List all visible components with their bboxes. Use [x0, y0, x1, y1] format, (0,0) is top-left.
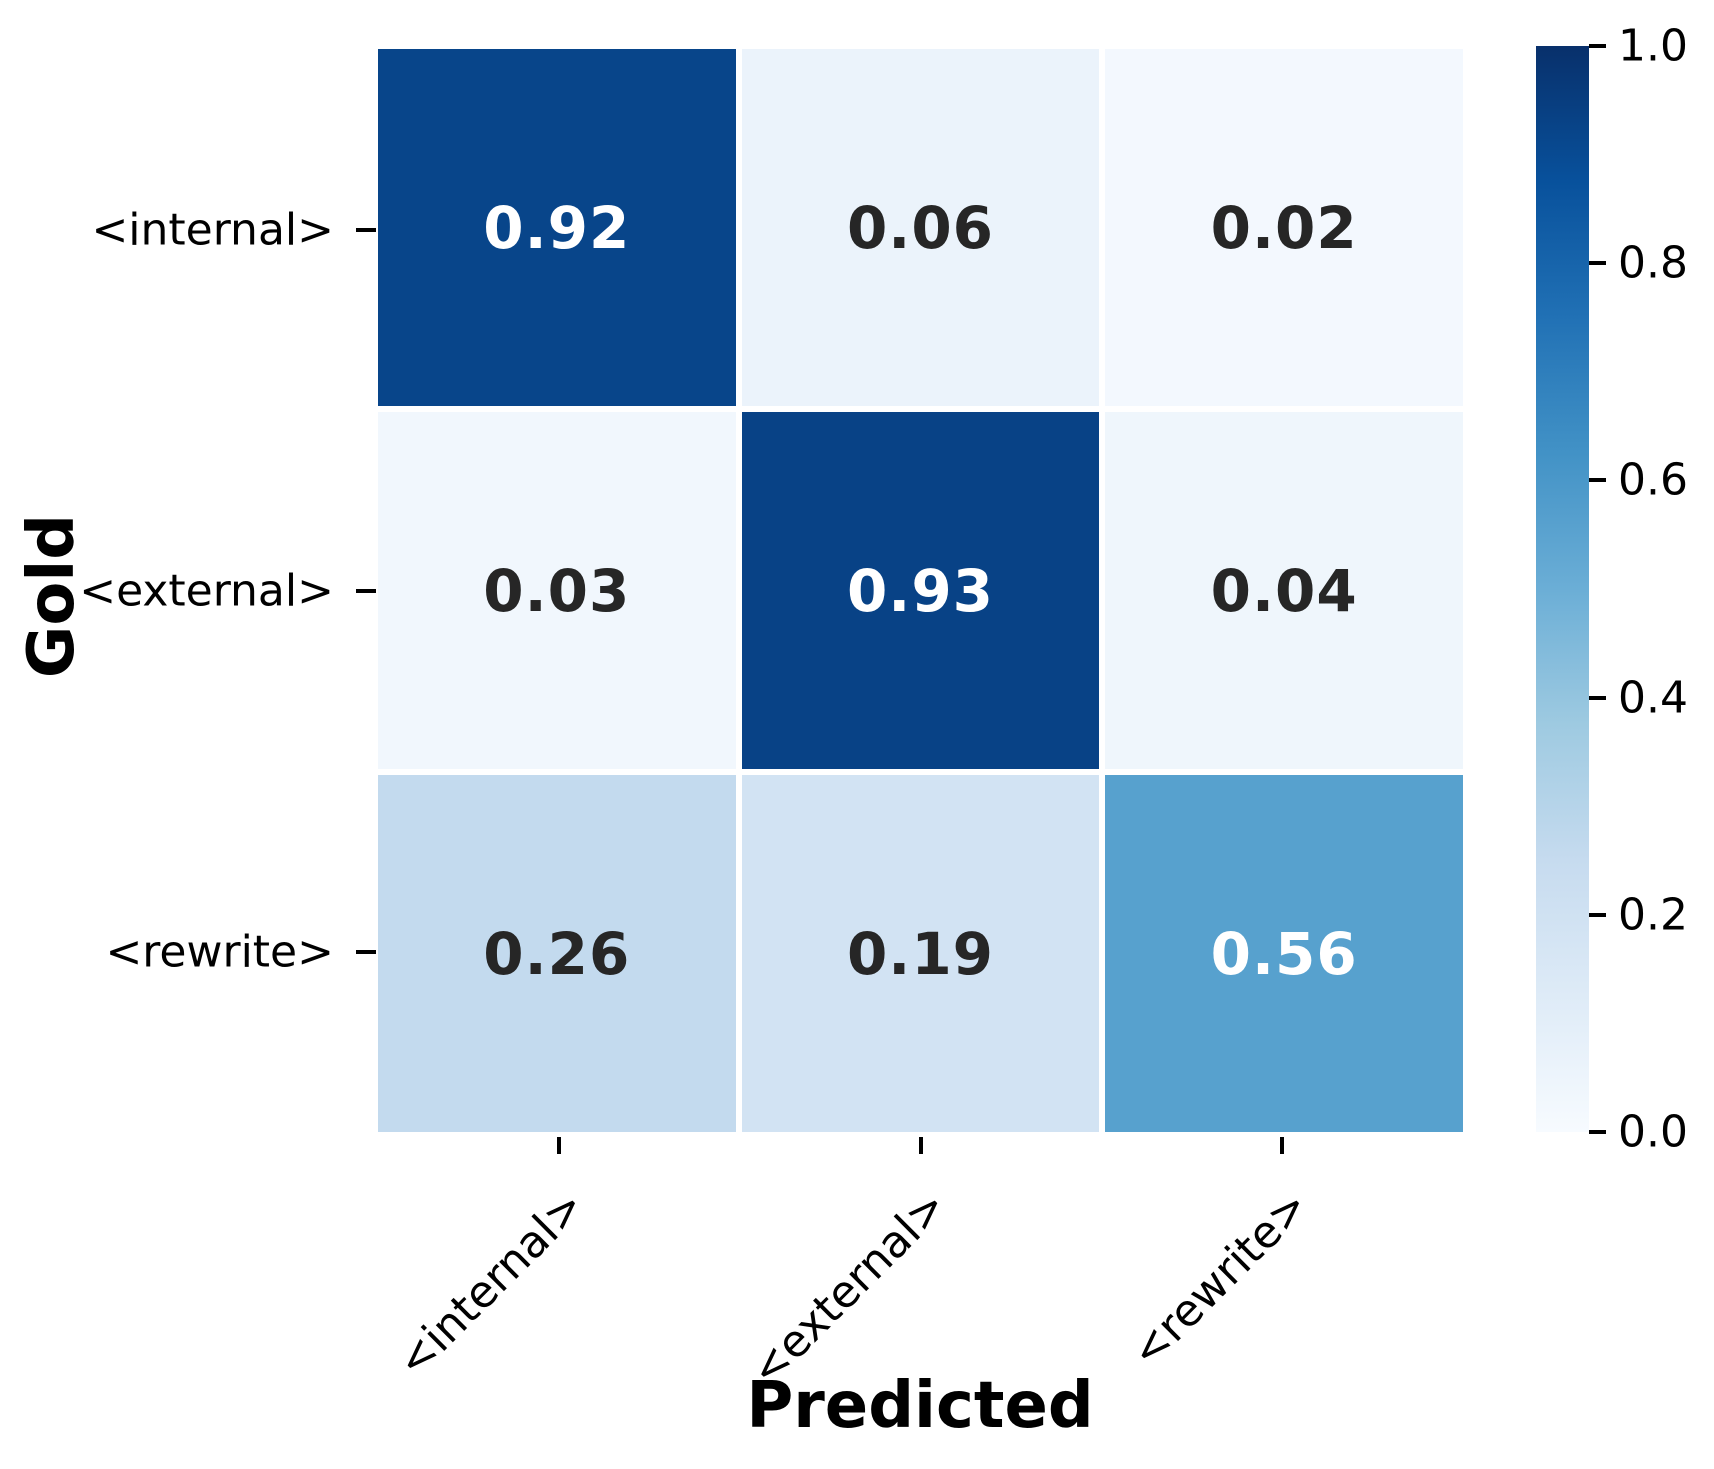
cell-value: 0.04 [1210, 556, 1358, 625]
colorbar-tick-mark [1589, 695, 1606, 700]
heatmap-cell-r0c1: 0.06 [741, 49, 1100, 406]
colorbar-tick-mark [1589, 478, 1606, 483]
cell-value: 0.19 [846, 919, 995, 988]
y-tick-label: <rewrite> [105, 926, 334, 977]
heatmap-cell-r2c1: 0.19 [741, 775, 1100, 1132]
heatmap-cell-r1c2: 0.04 [1105, 412, 1463, 769]
colorbar-tick-label: 0.6 [1618, 454, 1688, 506]
colorbar-tick-mark [1589, 1130, 1606, 1134]
colorbar-tick-mark [1589, 912, 1606, 917]
cell-value: 0.93 [846, 556, 995, 625]
y-tick-mark [356, 949, 376, 954]
cell-value: 0.02 [1210, 193, 1358, 262]
x-axis-label: Predicted [746, 1369, 1094, 1443]
cell-value: 0.92 [483, 193, 631, 262]
heatmap-cell-r0c0: 0.92 [378, 49, 736, 406]
y-tick-label: <external> [79, 565, 334, 616]
y-tick-mark [356, 588, 376, 593]
y-tick-mark [356, 227, 376, 232]
heatmap-cell-r2c0: 0.26 [378, 775, 736, 1132]
heatmap-cell-r2c2: 0.56 [1105, 775, 1463, 1132]
cell-value: 0.06 [846, 193, 995, 262]
heatmap-cell-r1c0: 0.03 [378, 412, 736, 769]
x-tick-mark [918, 1137, 923, 1154]
heatmap-cell-r1c1: 0.93 [741, 412, 1100, 769]
cell-value: 0.26 [483, 919, 631, 988]
heatmap-cell-r0c2: 0.02 [1105, 49, 1463, 406]
x-tick-label: <external> [740, 1180, 957, 1397]
colorbar-tick-label: 0.0 [1618, 1106, 1688, 1158]
colorbar-tick-label: 0.4 [1618, 672, 1688, 724]
colorbar-tick-mark [1589, 44, 1606, 48]
x-tick-label: <internal> [387, 1180, 595, 1388]
x-tick-label: <rewrite> [1120, 1180, 1319, 1378]
y-axis-label: Gold [15, 513, 89, 679]
colorbar-tick-label: 0.2 [1618, 889, 1688, 941]
colorbar-tick-mark [1589, 261, 1606, 266]
y-tick-label: <internal> [91, 204, 334, 255]
x-tick-mark [1280, 1137, 1285, 1154]
colorbar-tick-label: 0.8 [1618, 237, 1688, 289]
x-tick-mark [556, 1137, 561, 1154]
colorbar-tick-label: 1.0 [1618, 20, 1688, 72]
cell-value: 0.03 [483, 556, 631, 625]
colorbar-gradient [1536, 46, 1589, 1132]
heatmap-grid: 0.92 0.06 0.02 0.03 0.93 0.04 0.26 0.19 0.56 [378, 49, 1463, 1132]
cell-value: 0.56 [1210, 919, 1358, 988]
